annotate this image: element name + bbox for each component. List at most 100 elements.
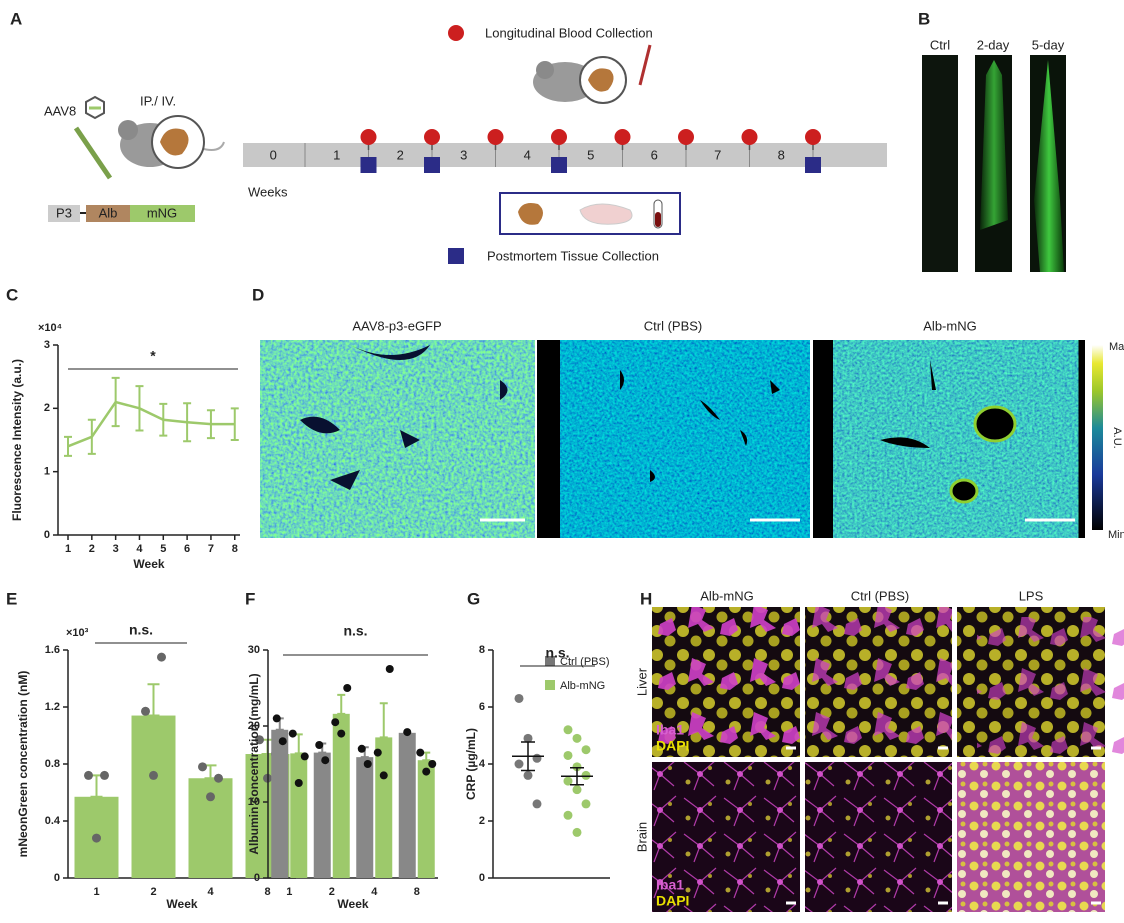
- data-point: [514, 693, 524, 703]
- y-tick-label: 4: [479, 758, 486, 770]
- error-bar: [183, 402, 192, 443]
- data-point: [255, 735, 264, 745]
- legend-text: Alb-mNG: [560, 680, 605, 692]
- y-tick-label: 2: [44, 402, 50, 414]
- panel-label: A: [10, 9, 22, 28]
- data-point: [523, 733, 533, 743]
- week-label: 8: [778, 147, 785, 162]
- x-tick-label: 3: [113, 543, 119, 555]
- data-point: [206, 792, 215, 802]
- x-tick-label: 2: [150, 886, 156, 898]
- data-point: [403, 728, 412, 737]
- bar: [417, 760, 435, 878]
- week-label: 2: [397, 147, 404, 162]
- liver-images: [260, 340, 1103, 538]
- x-tick-label: 1: [65, 543, 71, 555]
- data-line: [67, 400, 235, 448]
- panel-label: E: [6, 589, 17, 608]
- week-label: 4: [524, 147, 531, 162]
- panel-label: B: [918, 9, 930, 28]
- legend-swatch: [545, 680, 555, 690]
- error-bar: [147, 683, 160, 717]
- panel-label: H: [640, 589, 652, 608]
- data-point: [84, 770, 93, 780]
- panel-label: F: [245, 589, 255, 608]
- sem-bar: [521, 741, 535, 772]
- row-label: Liver: [634, 667, 649, 696]
- error-bar: [64, 435, 73, 457]
- tissue-collection: [551, 157, 567, 173]
- bar: [356, 757, 374, 878]
- data-point: [357, 744, 366, 753]
- tissue-collection: [424, 157, 440, 173]
- construct-box: [86, 205, 130, 222]
- image-title: Alb-mNG: [923, 318, 976, 333]
- data-point: [141, 706, 150, 716]
- blood-collection: [360, 129, 377, 145]
- x-tick-label: 8: [264, 886, 270, 898]
- error-bar: [230, 407, 239, 441]
- data-point: [373, 748, 382, 757]
- y-tick-label: 0: [54, 872, 60, 884]
- data-point: [278, 737, 287, 746]
- data-point: [572, 762, 582, 772]
- blood-collection: [487, 129, 504, 145]
- x-tick-label: 5: [160, 543, 166, 555]
- data-point: [385, 665, 394, 673]
- construct-label: Alb: [99, 205, 118, 220]
- bar: [398, 732, 416, 878]
- week-label: 7: [714, 147, 721, 162]
- y-tick-label: 6: [479, 701, 485, 713]
- bar: [332, 713, 350, 878]
- data-point: [572, 785, 582, 795]
- data-point: [294, 779, 303, 787]
- y-tick-label: 1.6: [45, 644, 60, 656]
- y-tick-label: 2: [479, 815, 485, 827]
- tube-label: 5-day: [1032, 37, 1065, 52]
- data-point: [315, 741, 324, 749]
- sem-bar: [570, 766, 584, 786]
- data-point: [563, 776, 573, 786]
- data-point: [198, 762, 207, 772]
- y-tick-label: 8: [479, 644, 485, 656]
- error-bar: [379, 702, 388, 739]
- error-bar: [294, 733, 303, 755]
- error-bar: [337, 693, 346, 715]
- micrographs: [652, 607, 1124, 912]
- panel-label: G: [467, 589, 480, 608]
- x-tick-label: 1: [286, 886, 292, 898]
- data-point: [422, 767, 431, 776]
- blood-collection: [805, 129, 821, 145]
- y-tick-label: 0: [254, 872, 260, 884]
- legend-text: Longitudinal Blood Collection: [485, 25, 653, 40]
- data-point: [563, 810, 573, 820]
- y-tick-label: 1: [44, 466, 50, 478]
- data-point: [300, 752, 309, 761]
- data-point: [149, 770, 158, 780]
- y-tick-label: 0: [44, 529, 50, 541]
- error-bar: [206, 409, 215, 440]
- data-point: [572, 827, 582, 837]
- x-tick-label: 1: [93, 886, 99, 898]
- error-bar: [135, 385, 144, 432]
- blood-collection: [614, 129, 631, 145]
- x-tick-label: 2: [89, 543, 95, 555]
- bar: [131, 715, 176, 878]
- y-tick-label: 1.2: [45, 701, 60, 713]
- y-axis-label: mNeonGreen concentration (nM): [16, 671, 30, 858]
- construct-label: P3: [56, 205, 72, 220]
- data-point: [331, 718, 340, 727]
- significance-label: n.s.: [343, 623, 367, 639]
- legend-swatch: [545, 656, 555, 666]
- data-point: [157, 652, 166, 662]
- y-tick-label: 30: [248, 644, 260, 656]
- colorbar-max: Max: [1109, 341, 1124, 353]
- vector-label: AAV8: [44, 103, 76, 118]
- week-label: 5: [587, 147, 594, 162]
- y-axis-label: Fluorescence Intensity (a.u.): [10, 359, 24, 521]
- legend-text: Ctrl (PBS): [560, 656, 610, 668]
- y-tick-label: 20: [248, 720, 260, 732]
- data-point: [214, 773, 223, 783]
- data-point: [572, 733, 582, 743]
- bar: [375, 737, 393, 878]
